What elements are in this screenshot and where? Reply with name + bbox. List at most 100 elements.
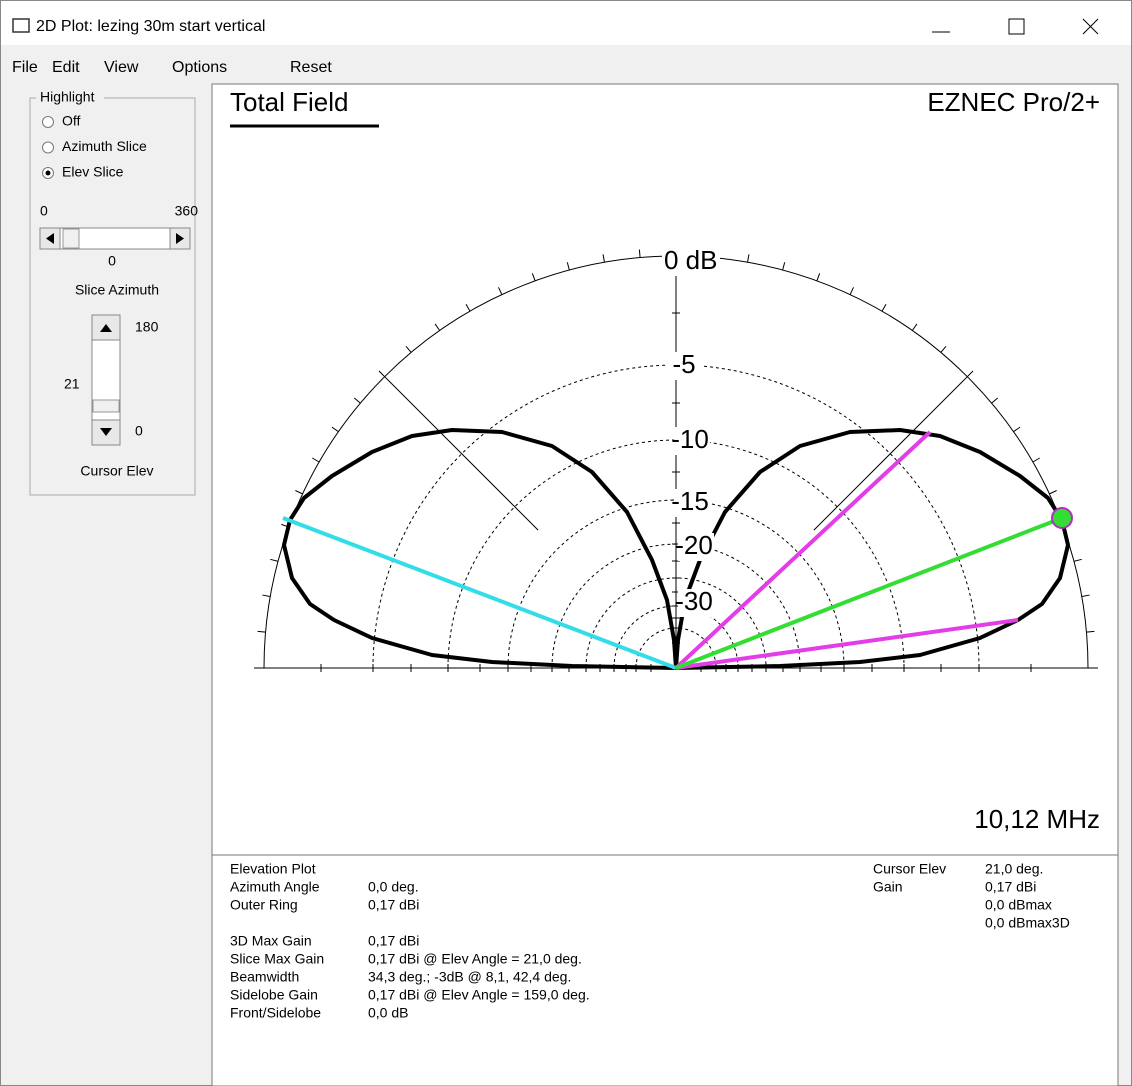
highlight-group: [29, 97, 196, 496]
window-title: 2D Plot: lezing 30m start vertical: [36, 18, 265, 35]
tick: [378, 370, 386, 378]
tick: [531, 273, 536, 282]
elev-min: 0: [135, 423, 143, 439]
ring-label: -5: [672, 349, 695, 379]
group-label: Highlight: [40, 89, 95, 105]
info-label: Cursor Elev: [873, 861, 946, 877]
sidelobe-line: [282, 516, 677, 670]
info-label: Elevation Plot: [230, 861, 316, 877]
tick: [353, 397, 361, 404]
close-button[interactable]: [1082, 18, 1099, 35]
info-label: Gain: [873, 879, 903, 895]
dashed-ring: [585, 577, 767, 669]
tick: [1073, 558, 1082, 562]
info-label: Beamwidth: [230, 969, 299, 985]
tick: [498, 287, 503, 295]
scroll-down[interactable]: [91, 419, 121, 446]
info-label: Front/Sidelobe: [230, 1005, 321, 1021]
menu-item[interactable]: View: [104, 59, 139, 76]
menu-item[interactable]: Reset: [290, 59, 332, 76]
tick: [911, 323, 918, 331]
radio-label[interactable]: Elev Slice: [62, 164, 124, 180]
tick: [1086, 630, 1095, 633]
tick: [991, 397, 999, 404]
tick: [312, 457, 320, 463]
tick: [747, 254, 750, 263]
info-value: 0,0 dBmax3D: [985, 915, 1070, 931]
tick: [782, 262, 786, 271]
plot-area: [211, 83, 1119, 856]
info-value: 34,3 deg.; -3dB @ 8,1, 42,4 deg.: [368, 969, 571, 985]
ring-label: -30: [675, 586, 713, 616]
arrow-icon: [176, 233, 184, 244]
cursor-marker: [1051, 507, 1073, 529]
slider-max: 360: [175, 203, 199, 219]
tick: [270, 558, 279, 562]
arrow-icon: [100, 324, 112, 332]
tick: [295, 490, 303, 495]
maximize-button[interactable]: [1008, 18, 1025, 35]
info-value: 0,0 deg.: [368, 879, 419, 895]
arrow-icon: [46, 233, 54, 244]
info-value: 0,17 dBi @ Elev Angle = 159,0 deg.: [368, 987, 590, 1003]
radio-label[interactable]: Off: [62, 113, 81, 129]
slider-min: 0: [40, 203, 48, 219]
tick: [940, 345, 947, 353]
info-value: 0,17 dBi: [368, 933, 419, 949]
frequency-label: 10,12 MHz: [974, 804, 1100, 834]
label-bg: [674, 427, 710, 455]
pattern-lobe: [282, 428, 678, 670]
arrow-icon: [100, 428, 112, 436]
slider-label: Slice Azimuth: [75, 282, 159, 298]
radio-button[interactable]: [42, 116, 54, 128]
tick: [816, 273, 821, 282]
menu-item[interactable]: Options: [172, 59, 227, 76]
title-bar: [1, 1, 1131, 45]
elev-label: Cursor Elev: [80, 463, 153, 479]
tick: [257, 630, 266, 633]
tick: [262, 594, 271, 597]
menu-item[interactable]: File: [12, 59, 38, 76]
polar-plot: 0 dB -5 -10 -15 -20 -30: [254, 245, 1098, 672]
elev-max: 180: [135, 319, 159, 335]
tick: [465, 304, 471, 312]
label-bg: [668, 352, 704, 380]
menu-bar: File Edit View Options Reset: [12, 59, 332, 76]
menu-item[interactable]: Edit: [52, 59, 80, 76]
app-icon: [12, 18, 30, 33]
tick: [602, 254, 605, 263]
tick: [966, 370, 974, 378]
group-label-bg: [36, 90, 104, 106]
info-value: 0,17 dBi @ Elev Angle = 21,0 deg.: [368, 951, 582, 967]
scroll-thumb[interactable]: [92, 399, 120, 413]
tick: [638, 249, 641, 258]
product-label: EZNEC Pro/2+: [927, 87, 1100, 117]
tick: [1032, 457, 1040, 463]
tick: [849, 287, 854, 295]
radio-button[interactable]: [42, 141, 54, 154]
ring-label: -20: [675, 530, 713, 560]
ring-label: 0 dB: [664, 245, 718, 275]
pattern-lobe: [674, 428, 1070, 670]
label-bg: [662, 248, 720, 276]
tick: [1081, 594, 1090, 597]
label-bg: [678, 589, 714, 617]
beamwidth-line: [675, 618, 1019, 670]
label-bg: [674, 489, 710, 517]
info-label: Sidelobe Gain: [230, 987, 318, 1003]
cursor-line: [675, 516, 1063, 670]
info-label: 3D Max Gain: [230, 933, 312, 949]
info-value: 21,0 deg.: [985, 861, 1043, 877]
beamwidth-line: [674, 430, 932, 670]
plot-title: Total Field: [230, 87, 349, 117]
radio-label[interactable]: Azimuth Slice: [62, 138, 147, 154]
elev-value: 21: [64, 376, 80, 392]
slider-value: 0: [108, 253, 116, 269]
info-value: 0,0 dB: [368, 1005, 408, 1021]
tick: [1049, 490, 1057, 495]
info-label: Slice Max Gain: [230, 951, 324, 967]
radial-line: [813, 376, 968, 531]
tick: [566, 262, 570, 271]
scroll-thumb[interactable]: [62, 228, 80, 249]
